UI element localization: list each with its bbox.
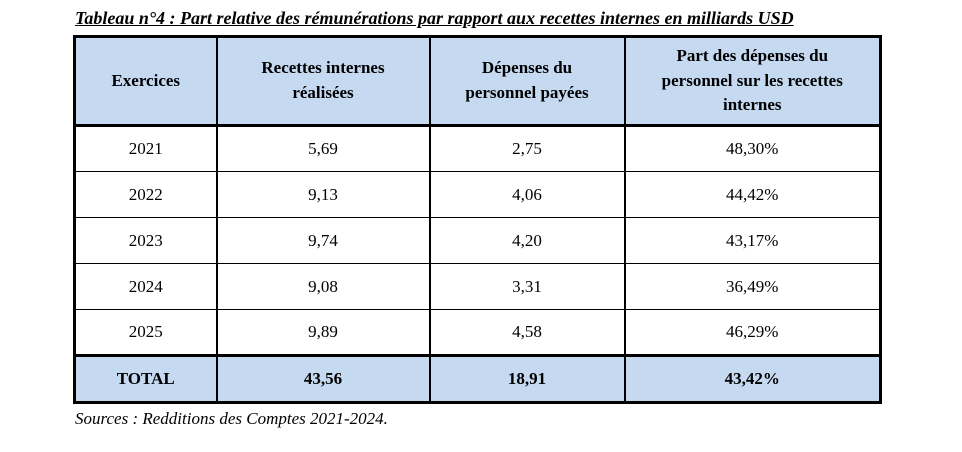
total-label: TOTAL	[73, 354, 218, 403]
table-cell: 9,89	[215, 309, 431, 356]
table-cell: 9,13	[215, 171, 431, 218]
table-title: Tableau n°4 : Part relative des rémunéra…	[75, 8, 794, 28]
table-header: Exercices Recettes internes réalisées Dé…	[73, 36, 882, 127]
table-cell: 5,69	[215, 125, 431, 172]
table-footer: TOTAL 43,56 18,91 43,42%	[73, 354, 882, 403]
table-cell: 43,17%	[623, 217, 882, 264]
table-cell: 9,08	[215, 263, 431, 310]
total-recettes: 43,56	[215, 354, 431, 403]
column-header-part: Part des dépenses du personnel sur les r…	[623, 36, 882, 127]
table-cell: 4,06	[428, 171, 626, 218]
source-note: Sources : Redditions des Comptes 2021-20…	[75, 409, 388, 428]
table-row: 2025 9,89 4,58 46,29%	[73, 309, 882, 356]
table-row: 2022 9,13 4,06 44,42%	[73, 171, 882, 218]
document-page: Tableau n°4 : Part relative des rémunéra…	[73, 8, 882, 428]
table-cell: 9,74	[215, 217, 431, 264]
column-header-depenses: Dépenses du personnel payées	[428, 36, 626, 127]
header-row: Exercices Recettes internes réalisées Dé…	[73, 36, 882, 127]
table-cell: 46,29%	[623, 309, 882, 356]
table-row: 2024 9,08 3,31 36,49%	[73, 263, 882, 310]
column-header-exercices: Exercices	[73, 36, 218, 127]
table-cell: 2025	[73, 309, 218, 356]
remunerations-table: Exercices Recettes internes réalisées Dé…	[73, 35, 882, 404]
table-cell: 4,20	[428, 217, 626, 264]
table-cell: 2,75	[428, 125, 626, 172]
table-cell: 2023	[73, 217, 218, 264]
table-cell: 44,42%	[623, 171, 882, 218]
table-cell: 2021	[73, 125, 218, 172]
table-row: 2023 9,74 4,20 43,17%	[73, 217, 882, 264]
table-body: 2021 5,69 2,75 48,30% 2022 9,13 4,06 44,42% 2023…	[73, 125, 882, 356]
table-cell: 2022	[73, 171, 218, 218]
table-cell: 48,30%	[623, 125, 882, 172]
column-header-recettes: Recettes internes réalisées	[215, 36, 431, 127]
table-cell: 2024	[73, 263, 218, 310]
total-depenses: 18,91	[428, 354, 626, 403]
total-row: TOTAL 43,56 18,91 43,42%	[73, 354, 882, 403]
table-cell: 36,49%	[623, 263, 882, 310]
total-part: 43,42%	[623, 354, 882, 403]
table-cell: 4,58	[428, 309, 626, 356]
table-row: 2021 5,69 2,75 48,30%	[73, 125, 882, 172]
table-cell: 3,31	[428, 263, 626, 310]
